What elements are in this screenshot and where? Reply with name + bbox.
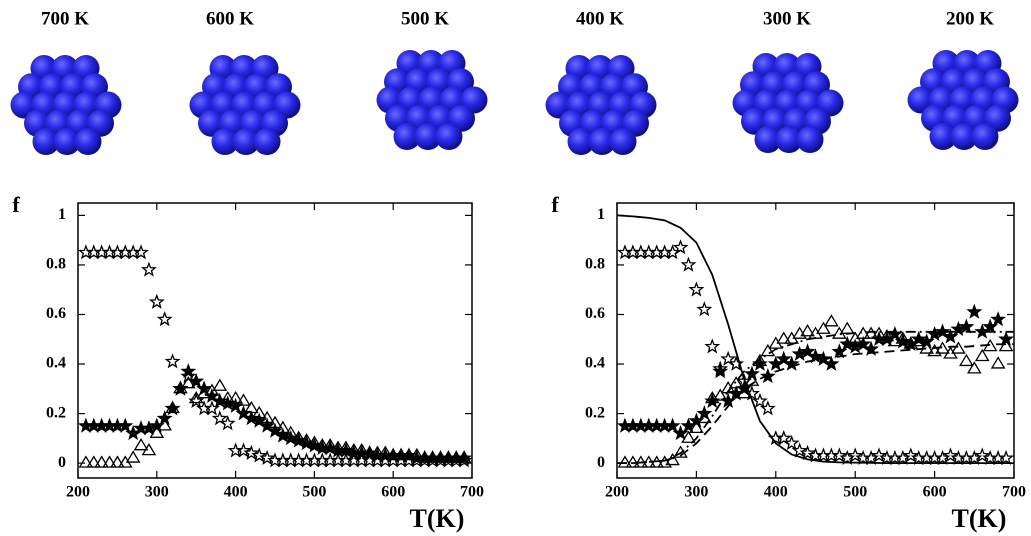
cluster-image <box>546 55 657 155</box>
data-point <box>841 323 853 333</box>
y-tick-label: 0.6 <box>46 305 66 322</box>
data-point <box>825 315 837 325</box>
y-tick-label: 0.8 <box>46 256 66 273</box>
data-point <box>905 449 917 461</box>
snapshot-label: 600 K <box>206 8 254 29</box>
data-point <box>698 303 710 315</box>
data-point <box>960 355 972 365</box>
atom <box>610 128 637 155</box>
x-axis-label: T(K) <box>410 504 465 533</box>
x-tick-label: 400 <box>764 484 788 501</box>
data-point <box>849 449 861 461</box>
atom <box>972 123 999 150</box>
data-point <box>151 296 163 308</box>
y-tick-label: 1 <box>597 206 605 223</box>
y-tick-label: 0.6 <box>585 305 605 322</box>
x-tick-label: 300 <box>684 484 708 501</box>
y-tick-label: 0.4 <box>46 355 66 372</box>
data-point <box>992 313 1004 325</box>
cluster-image <box>190 55 301 155</box>
data-point <box>960 320 972 332</box>
data-point <box>127 452 139 462</box>
snapshot-label: 400 K <box>576 8 624 29</box>
y-tick-label: 0.2 <box>585 404 605 421</box>
x-tick-label: 600 <box>923 484 947 501</box>
data-point <box>952 343 964 353</box>
x-axis-label: T(K) <box>952 504 1007 533</box>
atom <box>797 126 824 153</box>
data-point <box>143 263 155 275</box>
y-tick-label: 0.8 <box>585 256 605 273</box>
y-axis-label: f <box>12 192 20 217</box>
data-point <box>968 306 980 318</box>
data-point <box>992 358 1004 368</box>
x-tick-label: 300 <box>145 484 169 501</box>
atom <box>75 128 102 155</box>
data-point <box>166 355 178 367</box>
y-tick-label: 0.4 <box>585 355 605 372</box>
cluster-image <box>733 53 844 153</box>
x-tick-label: 200 <box>66 484 90 501</box>
snapshot-label: 300 K <box>763 8 811 29</box>
atom <box>254 128 281 155</box>
x-tick-label: 200 <box>605 484 629 501</box>
snapshot-label: 500 K <box>401 8 449 29</box>
y-tick-label: 0.2 <box>46 404 66 421</box>
x-tick-label: 600 <box>381 484 405 501</box>
cluster-image <box>908 50 1019 150</box>
data-point <box>944 449 956 461</box>
atom <box>436 123 463 150</box>
y-tick-label: 0 <box>597 454 605 471</box>
data-point <box>682 258 694 270</box>
y-tick-label: 0 <box>58 454 66 471</box>
data-point <box>135 439 147 449</box>
x-tick-label: 400 <box>224 484 248 501</box>
data-point <box>690 283 702 295</box>
figure: 700 K 600 K 500 K 400 K 300 K 200 K 200 300 400 5… <box>0 0 1031 536</box>
x-tick-label: 700 <box>460 484 484 501</box>
y-tick-label: 1 <box>58 206 66 223</box>
x-tick-label: 500 <box>302 484 326 501</box>
x-tick-label: 500 <box>843 484 867 501</box>
y-axis-label: f <box>551 192 559 217</box>
data-point <box>159 313 171 325</box>
data-point <box>706 340 718 352</box>
cluster-image <box>377 50 488 150</box>
x-tick-label: 700 <box>1002 484 1026 501</box>
data-point <box>976 350 988 360</box>
snapshot-label: 200 K <box>946 8 994 29</box>
data-point <box>976 449 988 461</box>
snapshot-label: 700 K <box>41 8 89 29</box>
cluster-image <box>11 55 122 155</box>
data-point <box>873 449 885 461</box>
fit-line <box>617 344 1014 463</box>
data-point <box>214 380 226 390</box>
